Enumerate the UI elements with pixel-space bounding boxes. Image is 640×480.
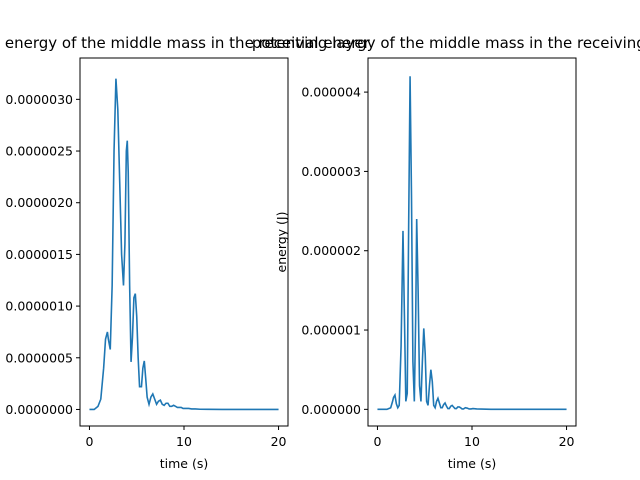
potential-y-ticks: 0.000000 0.000001 0.000002 0.000003 0.000004 — [301, 85, 368, 417]
kinetic-energy-panel: 0 10 20 0.00000000.00000050.00000100.00000… — [0, 34, 371, 471]
potential-energy-panel: 0 10 20 0.0000000.0000010.0000020.0000030.… — [252, 34, 640, 471]
potential-x-tick-label: 0 — [373, 434, 381, 449]
potential-y-tick-label: 0.000000 — [301, 402, 361, 417]
kinetic-y-tick-label: 0.0000005 — [5, 350, 73, 365]
kinetic-x-tick-label: 20 — [271, 434, 287, 449]
potential-y-tick-label: 0.000002 — [301, 243, 361, 258]
kinetic-y-ticks: 0.0000000 0.0000005 0.0000010 0.0000015 0.00… — [5, 92, 80, 417]
kinetic-y-tick-label: 0.0000000 — [5, 402, 73, 417]
potential-y-tick-label: 0.000004 — [301, 85, 361, 100]
kinetic-y-tick-label: 0.0000030 — [5, 92, 73, 107]
kinetic-x-tick-label: 10 — [176, 434, 192, 449]
kinetic-x-ticks: 0 10 20 — [85, 426, 287, 449]
kinetic-y-tick-label: 0.0000020 — [5, 195, 73, 210]
potential-chart-title: potential energy of the middle mass in t… — [252, 34, 640, 52]
potential-axes-frame — [367, 57, 577, 427]
kinetic-y-tick-label: 0.0000015 — [5, 247, 73, 262]
potential-energy-line — [377, 76, 567, 411]
potential-y-axis-label: energy (J) — [274, 212, 289, 273]
kinetic-x-tick-label: 0 — [85, 434, 93, 449]
potential-y-tick-label: 0.000003 — [301, 164, 361, 179]
kinetic-y-tick-label: 0.0000010 — [5, 299, 73, 314]
potential-x-axis-label: time (s) — [448, 456, 496, 471]
kinetic-x-axis-label: time (s) — [160, 456, 208, 471]
kinetic-chart-title: kinetic energy of the middle mass in the… — [0, 34, 371, 52]
kinetic-energy-line — [89, 78, 279, 411]
potential-x-ticks: 0 10 20 — [373, 426, 575, 449]
kinetic-y-tick-label: 0.0000025 — [5, 144, 73, 159]
potential-x-tick-label: 20 — [559, 434, 575, 449]
potential-x-tick-label: 10 — [464, 434, 480, 449]
kinetic-axes-frame — [79, 57, 289, 427]
potential-y-tick-label: 0.000001 — [301, 323, 361, 338]
